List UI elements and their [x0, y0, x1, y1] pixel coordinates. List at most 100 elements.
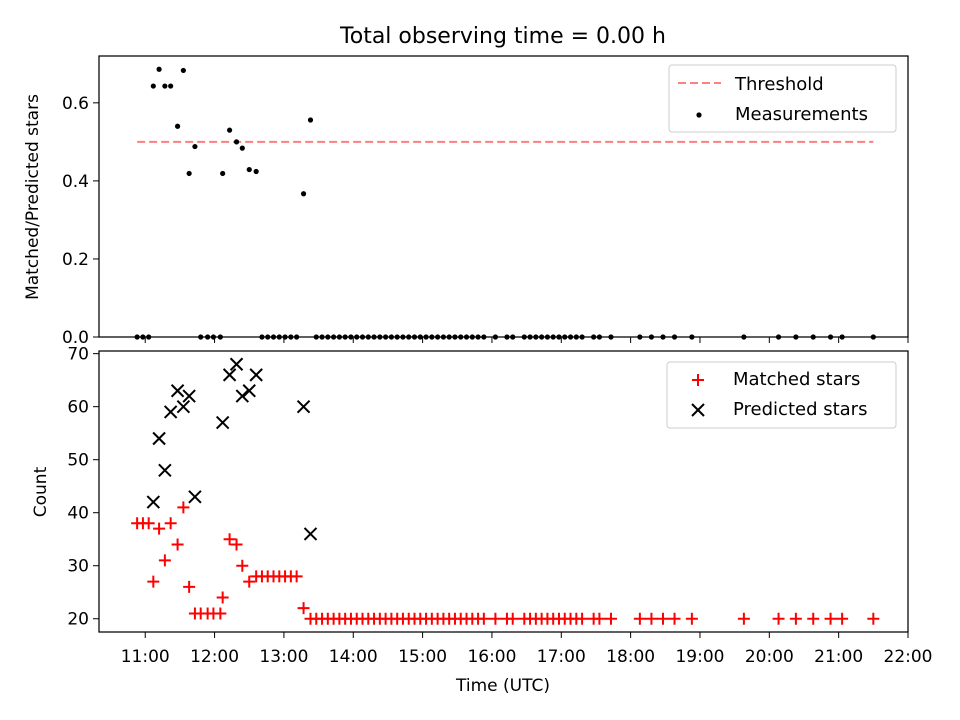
measurement-point [567, 334, 574, 340]
measurement-point [435, 334, 441, 340]
ratio-y-tick-label: 0.2 [62, 250, 89, 270]
matched-stars-point [243, 575, 256, 588]
count-x-tick-label: 14:00 [329, 647, 378, 667]
count-plot-y-axis-label: Count [31, 466, 51, 517]
matched-stars-point [604, 612, 617, 625]
measurement-point [388, 334, 394, 340]
legend-measurements-marker [696, 112, 702, 118]
measurement-point [168, 83, 174, 89]
count-plot-legend: Matched stars Predicted stars [666, 361, 897, 429]
matched-stars-point [772, 612, 785, 625]
matched-stars-point [737, 612, 750, 625]
matched-stars-point [147, 575, 160, 588]
matched-stars-point [685, 612, 698, 625]
predicted-stars-point [229, 357, 244, 371]
measurement-point [150, 83, 156, 89]
measurement-point [400, 334, 406, 340]
predicted-stars-point [222, 368, 237, 382]
measurement-point [440, 334, 447, 340]
measurement-point [839, 334, 845, 340]
matched-stars-point [230, 538, 243, 551]
measurement-point [810, 334, 816, 340]
matched-stars-point [506, 612, 519, 625]
measurement-point [198, 334, 204, 340]
measurement-point [259, 334, 265, 340]
count-y-tick-label: 70 [67, 345, 89, 365]
measurement-point [492, 334, 499, 340]
matched-stars-point [593, 612, 606, 625]
legend-measurements-label: Measurements [735, 104, 868, 125]
measurement-point [313, 334, 319, 340]
measurement-point [294, 334, 300, 340]
predicted-stars-point [242, 384, 256, 398]
measurement-point [458, 334, 464, 340]
measurement-point [276, 334, 282, 340]
measurement-point [220, 170, 226, 177]
matched-stars-point [223, 533, 236, 546]
measurement-point [637, 334, 643, 340]
measurement-point [217, 334, 223, 340]
measurement-point [510, 334, 516, 340]
measurement-point [288, 334, 294, 340]
measurement-point [331, 334, 337, 340]
predicted-stars-point [182, 389, 196, 403]
measurement-point [319, 334, 325, 340]
count-plot-marks [131, 357, 880, 625]
matched-stars-point [183, 580, 196, 593]
count-y-tick-label: 20 [67, 610, 89, 630]
matched-stars-point [177, 501, 190, 514]
measurement-point [156, 66, 162, 72]
measurement-point [342, 334, 348, 340]
measurement-point [394, 334, 400, 340]
count-x-tick-label: 11:00 [121, 647, 170, 667]
matched-stars-point [576, 612, 589, 625]
matched-stars-point [867, 612, 880, 625]
measurement-point [365, 334, 371, 340]
measurement-point [446, 334, 452, 340]
measurement-point [608, 334, 614, 340]
matched-stars-point [807, 612, 820, 625]
predicted-stars-point [303, 527, 318, 541]
ratio-plot-legend-box [668, 64, 897, 133]
matched-stars-point [153, 522, 166, 535]
legend-matched-stars-label: Matched stars [733, 369, 860, 390]
measurement-point [134, 334, 140, 340]
measurement-point [186, 170, 192, 177]
matched-stars-point [477, 612, 490, 625]
measurement-point [174, 123, 181, 129]
measurement-point [827, 334, 834, 340]
matched-stars-point [297, 602, 310, 615]
matched-stars-point [236, 559, 249, 572]
matched-stars-point [633, 612, 646, 625]
measurement-point [140, 334, 146, 340]
count-y-tick-label: 30 [67, 557, 89, 577]
measurement-point [336, 334, 342, 340]
ratio-plot-marks [134, 66, 876, 340]
measurement-point [533, 334, 539, 340]
ratio-plot-legend: Threshold Measurements [668, 64, 897, 133]
ratio-plot-frame [98, 55, 909, 338]
measurement-point [689, 334, 695, 340]
matched-stars-point [836, 612, 849, 625]
measurement-point [162, 83, 168, 89]
matched-stars-point [216, 591, 229, 604]
count-x-tick-label: 22:00 [884, 647, 933, 667]
count-x-tick-label: 20:00 [745, 647, 794, 667]
measurement-point [146, 334, 152, 340]
matched-stars-point [489, 612, 502, 625]
predicted-stars-point [188, 490, 202, 504]
matched-stars-point [158, 554, 171, 567]
predicted-stars-point [163, 405, 178, 419]
measurement-point [429, 334, 435, 340]
count-y-tick-label: 40 [67, 504, 89, 524]
measurement-point [253, 168, 259, 175]
measurement-point [775, 334, 782, 340]
predicted-stars-point [176, 399, 191, 414]
count-x-tick-label: 17:00 [537, 647, 586, 667]
ratio-y-tick-label: 0.0 [62, 328, 89, 348]
matched-stars-point [824, 612, 837, 625]
matched-stars-point [668, 612, 681, 625]
figure-title: Total observing time = 0.00 h [339, 24, 666, 49]
count-plot-frame [98, 350, 909, 633]
measurement-point [210, 334, 217, 340]
